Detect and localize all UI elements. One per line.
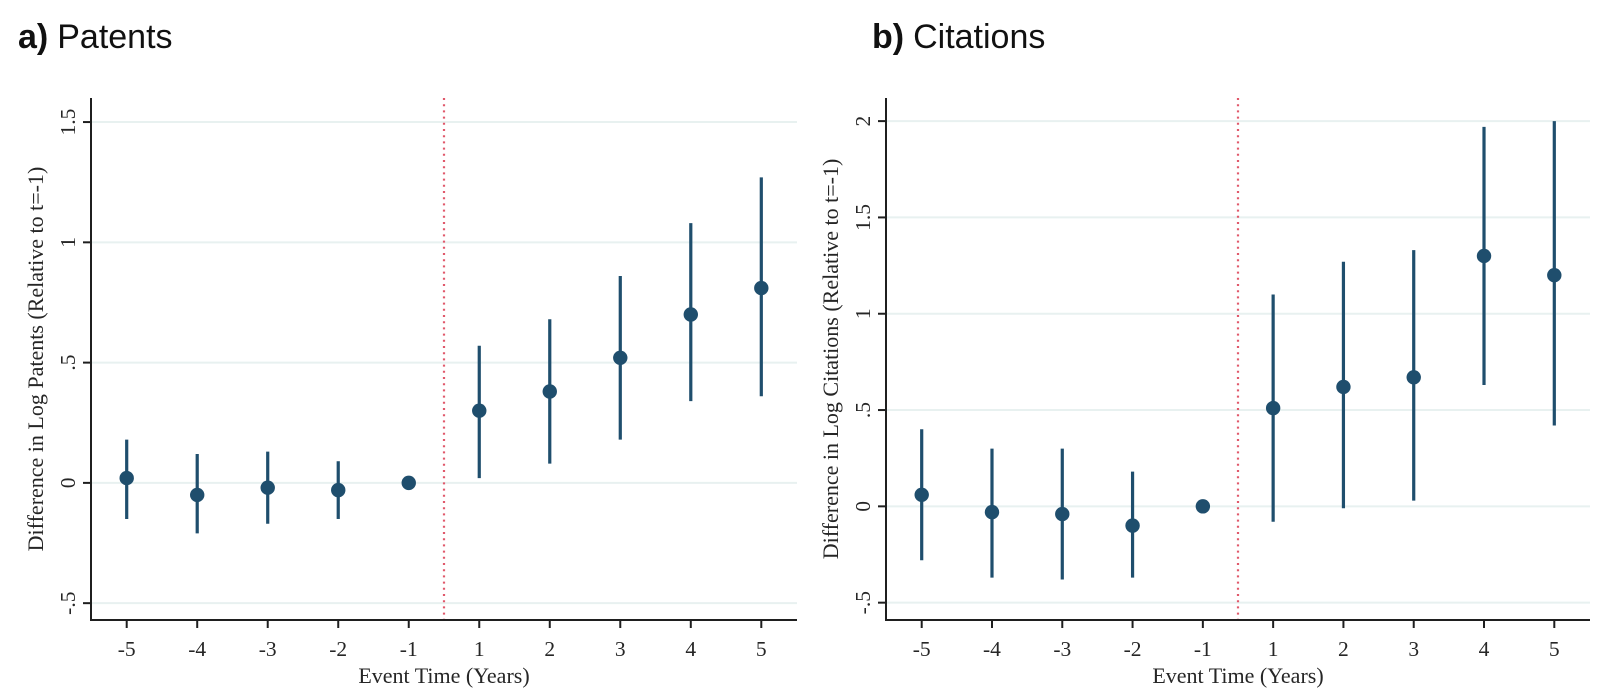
y-tick-label: 2 xyxy=(851,116,875,127)
x-tick-label: -1 xyxy=(1194,637,1212,661)
point-estimate-marker xyxy=(1055,506,1070,522)
x-tick-label: 4 xyxy=(685,637,696,661)
y-tick-label: 1 xyxy=(851,308,875,319)
x-tick-label: -4 xyxy=(983,637,1001,661)
x-tick-label: 3 xyxy=(1408,637,1419,661)
point-estimate-marker xyxy=(914,487,929,502)
citations-event-study-chart: -.5 0 .5 1 1.5 2 -5 -4 -3 -2 -1 1 2 3 4 5 Event Time (Ye… xyxy=(818,98,1590,688)
x-tick-label: 3 xyxy=(615,637,626,661)
panel-b-title-prefix: b) xyxy=(872,18,905,56)
x-tick-label: -3 xyxy=(259,637,277,661)
x-tick-label: -5 xyxy=(118,637,136,661)
x-tick-label: -4 xyxy=(188,637,206,661)
point-estimate-marker xyxy=(1547,268,1562,283)
point-estimate-marker xyxy=(119,470,134,486)
y-tick-label: .5 xyxy=(851,402,875,418)
point-estimate-marker xyxy=(542,384,557,399)
y-tick-label: 1.5 xyxy=(56,109,80,136)
panel-a-title-prefix: a) xyxy=(18,18,49,56)
x-tick-label: -1 xyxy=(400,637,418,661)
point-estimate-marker xyxy=(754,280,769,296)
point-estimate-marker xyxy=(472,403,487,418)
point-estimate-marker xyxy=(683,307,698,322)
x-tick-label: 4 xyxy=(1479,637,1490,661)
panel-b-title-text: Citations xyxy=(913,18,1046,56)
x-tick-label: -3 xyxy=(1053,637,1071,661)
y-tick-label: 1 xyxy=(56,237,80,248)
point-estimate-marker xyxy=(190,487,205,503)
x-tick-label: 2 xyxy=(544,637,555,661)
x-tick-label: -2 xyxy=(329,637,347,661)
panel-a-title: a) Patents xyxy=(18,16,173,58)
y-axis-title: Difference in Log Citations (Relative to… xyxy=(818,159,843,560)
panel-b-title: b) Citations xyxy=(872,16,1045,58)
point-estimate-marker xyxy=(1406,370,1421,385)
point-estimate-marker xyxy=(1265,400,1281,416)
x-tick-label: -5 xyxy=(913,637,931,661)
y-axis-title: Difference in Log Patents (Relative to t… xyxy=(23,167,48,552)
point-estimate-marker xyxy=(984,504,1000,520)
point-estimate-marker xyxy=(613,350,628,365)
y-tick-label: -.5 xyxy=(56,592,80,615)
point-estimate-marker xyxy=(401,475,416,491)
y-tick-label: .5 xyxy=(56,355,80,371)
y-tick-label: -.5 xyxy=(851,591,875,614)
panel-a-title-text: Patents xyxy=(57,18,173,56)
y-tick-label: 1.5 xyxy=(851,204,875,231)
x-tick-label: 5 xyxy=(756,637,767,661)
point-estimate-marker xyxy=(1125,518,1140,533)
x-axis-title: Event Time (Years) xyxy=(1152,663,1323,688)
point-estimate-marker xyxy=(260,480,275,495)
point-estimate-marker xyxy=(1476,248,1492,264)
point-estimate-marker xyxy=(1195,499,1211,514)
x-tick-label: 2 xyxy=(1338,637,1349,661)
x-tick-label: -2 xyxy=(1124,637,1142,661)
x-tick-label: 1 xyxy=(1268,637,1279,661)
y-tick-label: 0 xyxy=(56,478,80,489)
x-axis-title: Event Time (Years) xyxy=(358,663,529,688)
x-tick-label: 1 xyxy=(474,637,485,661)
y-tick-label: 0 xyxy=(851,501,875,512)
point-estimate-marker xyxy=(331,482,346,498)
x-tick-label: 5 xyxy=(1549,637,1560,661)
point-estimate-marker xyxy=(1336,379,1351,395)
patents-event-study-chart: -.5 0 .5 1 1.5 -5 -4 -3 -2 -1 1 2 3 4 5 Event Time (Yea… xyxy=(23,98,797,688)
